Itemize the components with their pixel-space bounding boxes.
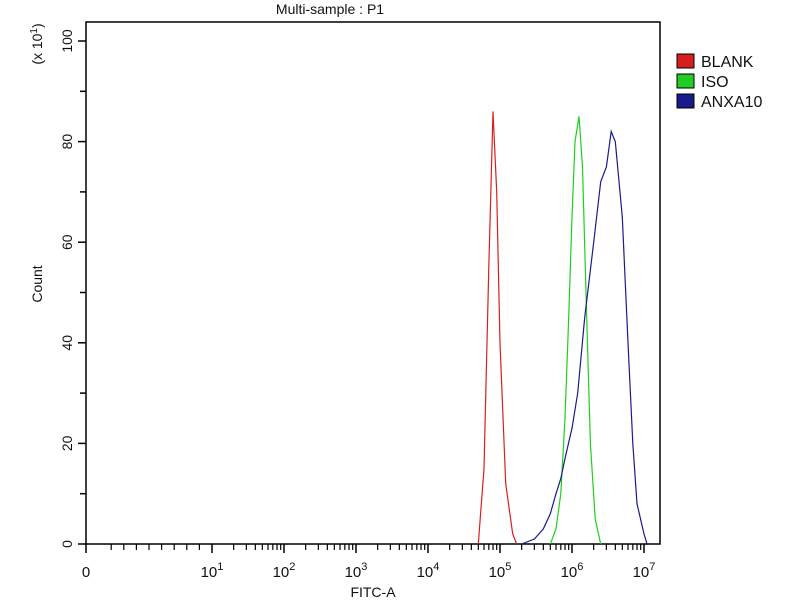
legend: BLANK ISO ANXA10: [676, 53, 762, 111]
y-multiplier-suffix: ): [29, 23, 45, 28]
x-tick-exp: 7: [649, 561, 655, 573]
legend-label: ANXA10: [701, 94, 762, 111]
y-tick-label: 60: [59, 234, 75, 250]
x-tick-label: 105: [489, 561, 512, 581]
x-tick-label: 0: [82, 564, 90, 581]
legend-label: ISO: [701, 74, 729, 91]
legend-label: BLANK: [701, 54, 754, 71]
series-group: [477, 111, 648, 545]
x-tick-label: 107: [633, 561, 656, 581]
x-tick-base: 10: [273, 564, 290, 581]
y-tick-label: 100: [59, 29, 75, 53]
x-tick-exp: 6: [577, 561, 583, 573]
x-tick-base: 10: [417, 564, 434, 581]
x-axis: 0 101 102 103 104 105 106 107: [82, 544, 656, 581]
y-tick-label: 80: [59, 134, 75, 150]
legend-swatch: [676, 53, 695, 69]
y-tick-label: 40: [59, 335, 75, 351]
x-tick-exp: 3: [361, 561, 367, 573]
y-multiplier-label: (x 101): [29, 23, 45, 64]
x-tick-exp: 4: [433, 561, 439, 573]
y-multiplier-exp: 1: [29, 28, 40, 34]
x-tick-label: 102: [273, 561, 296, 581]
series-line-blank: [477, 111, 518, 545]
x-tick-label: 103: [345, 561, 368, 581]
x-tick-label: 106: [561, 561, 584, 581]
x-axis-label: FITC-A: [350, 584, 396, 600]
chart-title: Multi-sample : P1: [276, 1, 384, 17]
y-tick-label: 20: [59, 435, 75, 451]
series-line-anxa10: [521, 129, 648, 545]
plot-frame: [85, 21, 661, 545]
x-tick-exp: 2: [289, 561, 295, 573]
x-tick-base: 10: [633, 564, 650, 581]
y-axis-label: Count: [29, 265, 45, 302]
x-tick-label: 104: [417, 561, 440, 581]
x-tick-label: 101: [201, 561, 224, 581]
x-tick-base: 10: [561, 564, 578, 581]
y-tick-label: 0: [59, 540, 75, 548]
x-tick-base: 10: [201, 564, 218, 581]
y-axis: 0 20 40 60 80 100: [59, 29, 86, 548]
series-line-iso: [549, 116, 602, 545]
legend-swatch: [676, 73, 695, 89]
y-multiplier-prefix: (x 10: [29, 33, 45, 64]
x-tick-exp: 1: [217, 561, 223, 573]
x-tick-exp: 5: [505, 561, 511, 573]
x-tick-base: 0: [82, 564, 90, 581]
x-tick-base: 10: [489, 564, 506, 581]
legend-swatch: [676, 93, 695, 109]
x-tick-base: 10: [345, 564, 362, 581]
